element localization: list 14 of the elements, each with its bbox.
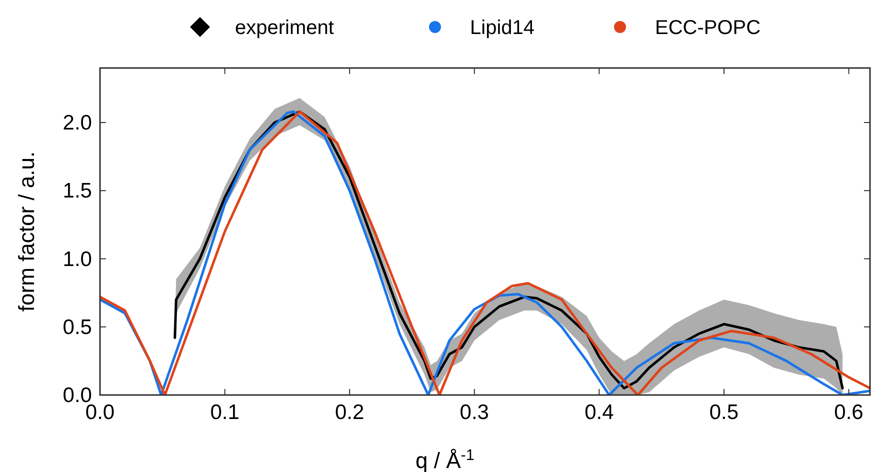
y-tick-label: 2.0 (62, 112, 92, 134)
y-axis-title: form factor / a.u. (14, 151, 39, 312)
y-tick-label: 1.5 (62, 180, 92, 203)
legend-label: experiment (235, 17, 334, 39)
y-tick-label: 1.0 (62, 248, 92, 271)
legend-label: Lipid14 (470, 17, 535, 39)
x-tick-label: 0.4 (584, 401, 614, 424)
x-tick-label: 0.1 (210, 401, 240, 424)
x-tick-label: 0.5 (709, 401, 739, 424)
y-tick-label: 0.5 (62, 316, 92, 339)
x-tick-label: 0.6 (834, 401, 864, 424)
x-tick-label: 0.2 (334, 401, 364, 424)
legend-label: ECC-POPC (655, 17, 761, 39)
x-tick-label: 0.3 (460, 401, 489, 424)
